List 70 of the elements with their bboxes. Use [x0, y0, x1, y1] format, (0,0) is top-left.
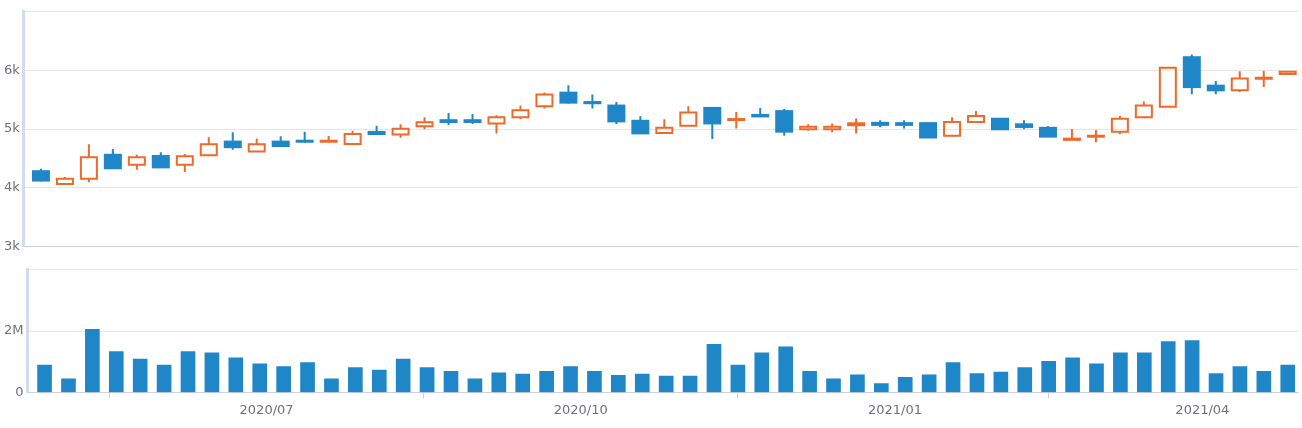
bar [850, 374, 865, 393]
candlestick [223, 131, 242, 151]
bar [563, 366, 578, 393]
bar [132, 358, 148, 393]
bar [156, 364, 172, 393]
bar [324, 378, 339, 393]
bar [1208, 373, 1224, 393]
x-tick-label: 2020/07 [239, 401, 294, 417]
bar [1017, 367, 1033, 393]
bar [539, 370, 554, 393]
bar [1041, 361, 1057, 393]
bar [993, 371, 1009, 393]
bar [826, 378, 841, 393]
bar [467, 378, 483, 393]
candlestick [1062, 128, 1081, 141]
y-tick-label: 3k [3, 237, 21, 253]
candlestick [1134, 100, 1153, 119]
bar [1136, 352, 1152, 393]
bar [1232, 366, 1248, 393]
bar [1256, 370, 1272, 393]
bar [802, 370, 817, 393]
bar [969, 373, 985, 393]
y-tick-label: 4k [3, 178, 21, 194]
bar [443, 370, 459, 393]
bar [395, 358, 411, 393]
bar [108, 351, 124, 393]
bar [778, 346, 794, 393]
candlestick [703, 106, 722, 140]
y-tick-label: 2M [3, 322, 24, 338]
x-tick-label: 2021/04 [1175, 401, 1230, 417]
bar [945, 362, 961, 393]
bar [419, 367, 435, 393]
bar [515, 373, 531, 393]
bar [1113, 352, 1128, 393]
bar [1160, 341, 1176, 393]
bar [204, 352, 220, 393]
bar [706, 343, 722, 393]
bar [228, 357, 244, 393]
x-tick-label: 2020/10 [553, 401, 608, 417]
y-tick-label: 5k [3, 120, 21, 136]
bar [371, 369, 387, 393]
y-tick-label: 6k [3, 61, 21, 77]
bar [1089, 363, 1104, 393]
bar [252, 363, 268, 393]
bar [897, 377, 913, 393]
bar [874, 383, 889, 393]
bar [682, 375, 698, 393]
candlestick [271, 135, 290, 147]
bar [587, 370, 602, 393]
bar [730, 364, 746, 393]
bar [1184, 340, 1200, 393]
y-tick-label: 0 [15, 383, 24, 399]
bar [300, 362, 315, 393]
bar [1280, 364, 1296, 393]
bar [921, 374, 937, 393]
bar [276, 366, 291, 393]
candlestick [679, 105, 698, 127]
bar [85, 328, 100, 393]
bar [491, 372, 507, 393]
bar [180, 351, 196, 393]
bar [611, 374, 626, 393]
bar [348, 367, 363, 393]
bar [658, 375, 674, 393]
bar [1065, 357, 1080, 393]
bar [754, 352, 770, 393]
x-tick-label: 2021/01 [867, 401, 922, 417]
bar [61, 378, 76, 393]
bar [37, 364, 52, 393]
bar [634, 373, 650, 393]
candlestick [655, 118, 674, 135]
